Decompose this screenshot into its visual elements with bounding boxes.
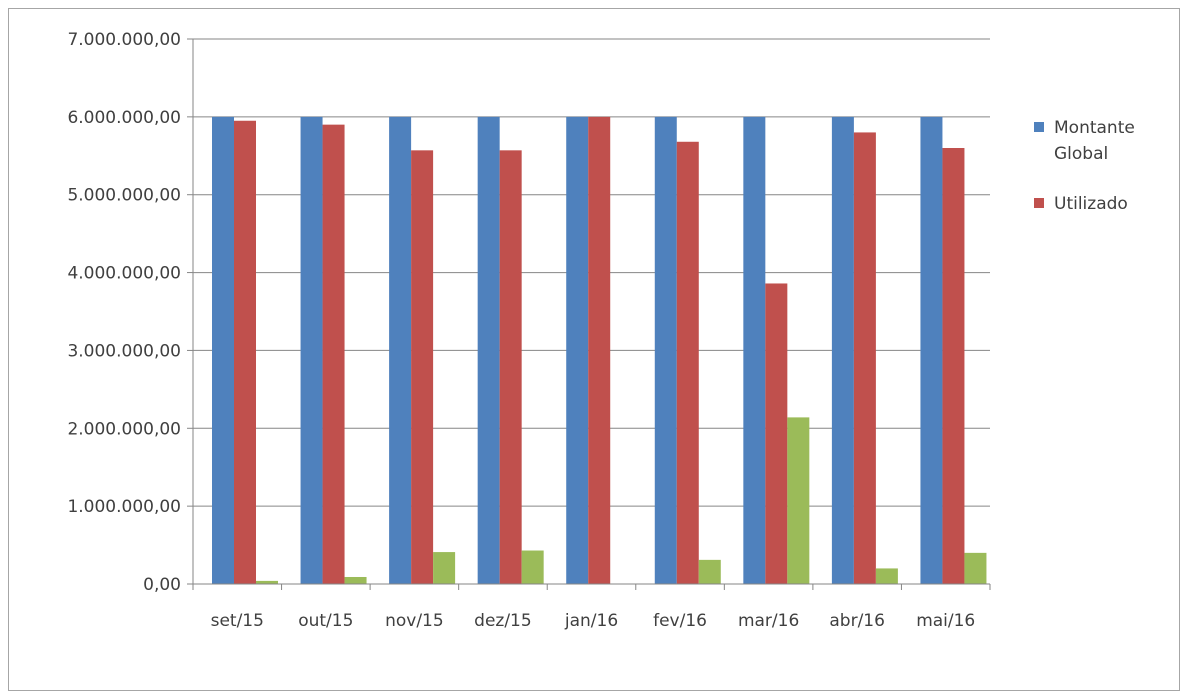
x-tick-label: out/15: [298, 611, 353, 631]
bar: [787, 417, 810, 584]
bar: [676, 141, 699, 584]
x-tick-label: fev/16: [653, 611, 707, 631]
x-tick-label: jan/16: [564, 611, 618, 631]
bar: [765, 283, 788, 584]
bar: [743, 116, 766, 584]
y-axis-tick-labels: 0,00 1.000.000,00 2.000.000,00 3.000.000,00…: [67, 30, 181, 595]
bar: [499, 150, 522, 585]
bars: [212, 116, 987, 585]
bar: [698, 559, 721, 584]
bar: [256, 580, 278, 584]
y-tick-label: 0,00: [143, 575, 181, 595]
bar: [831, 116, 854, 584]
legend-swatch: [1034, 198, 1044, 208]
bar: [212, 116, 234, 584]
x-tick-label: mai/16: [916, 611, 975, 631]
bar: [853, 132, 876, 584]
y-tick-label: 5.000.000,00: [67, 186, 181, 206]
x-tick-label: abr/16: [829, 611, 885, 631]
bar: [875, 568, 898, 584]
bar: [234, 120, 256, 584]
y-tick-label: 1.000.000,00: [67, 497, 181, 517]
bar: [654, 116, 677, 584]
bar: [920, 116, 943, 584]
legend-label: Montante: [1054, 118, 1135, 138]
y-tick-label: 7.000.000,00: [67, 30, 181, 50]
y-tick-label: 2.000.000,00: [67, 419, 181, 439]
bar: [566, 116, 589, 584]
x-tick-label: nov/15: [385, 611, 444, 631]
x-tick-label: dez/15: [474, 611, 532, 631]
bar: [389, 116, 412, 584]
y-tick-label: 6.000.000,00: [67, 108, 181, 128]
y-tick-label: 3.000.000,00: [67, 341, 181, 361]
axes: [187, 38, 991, 590]
legend-label: Global: [1054, 144, 1108, 164]
y-tick-label: 4.000.000,00: [67, 264, 181, 284]
bar: [942, 148, 965, 584]
bar: [521, 550, 544, 584]
bar: [322, 124, 345, 585]
bar: [300, 116, 323, 584]
legend: Montante Global Utilizado: [1034, 118, 1135, 214]
bar: [411, 150, 434, 585]
x-tick-label: mar/16: [738, 611, 799, 631]
bar: [477, 116, 500, 584]
x-axis-tick-labels: set/15 out/15 nov/15 dez/15 jan/16 fev/16 mar/…: [211, 611, 976, 631]
x-tick-label: set/15: [211, 611, 264, 631]
bar: [588, 116, 611, 584]
bar: [964, 552, 987, 584]
bar: [344, 576, 367, 584]
legend-label: Utilizado: [1054, 194, 1128, 214]
legend-swatch: [1034, 122, 1044, 132]
bar: [433, 552, 456, 584]
